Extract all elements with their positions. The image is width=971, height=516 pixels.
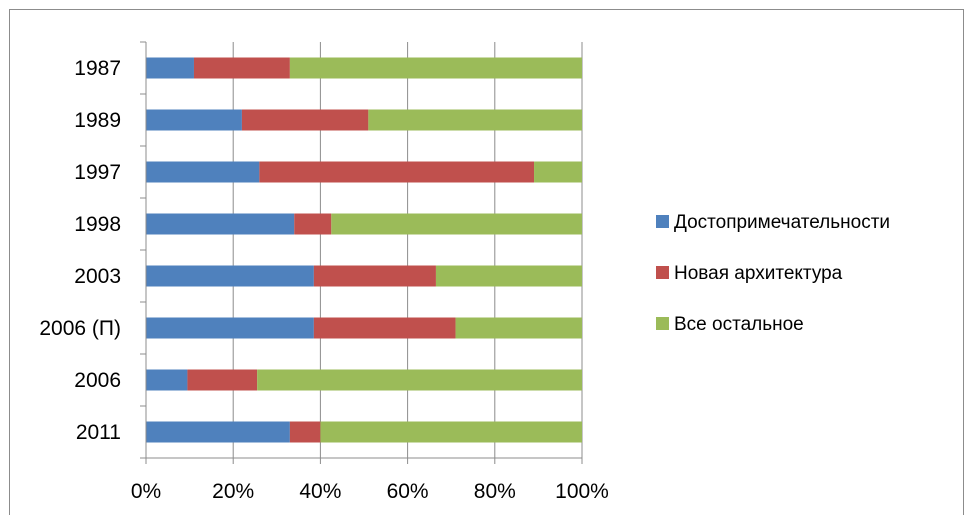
- x-tick-label: 0%: [131, 480, 161, 503]
- chart-frame: [9, 9, 964, 515]
- legend-swatch: [656, 266, 669, 279]
- x-tick-label: 100%: [555, 480, 609, 503]
- bar-segment: [313, 265, 436, 287]
- bar-segment: [146, 161, 260, 183]
- category-label: 1998: [74, 213, 121, 236]
- bar-segment: [187, 369, 258, 391]
- gridlines: [232, 42, 583, 458]
- bar-segment: [331, 213, 582, 235]
- legend-label: Новая архитектура: [674, 263, 843, 284]
- legend: Достопримечательности Новая архитектура Вс…: [656, 212, 890, 335]
- legend-label: Достопримечательности: [674, 212, 890, 233]
- bar-segment: [193, 57, 290, 79]
- category-label: 2006 (П): [39, 317, 121, 340]
- bar-segment: [146, 317, 314, 339]
- category-label: 2011: [76, 421, 121, 444]
- bar-segment: [146, 109, 242, 131]
- bar-segment: [146, 421, 290, 443]
- x-tick-label: 40%: [299, 480, 341, 503]
- bar-segment: [146, 213, 295, 235]
- bar-segment: [455, 317, 582, 339]
- axes: [140, 41, 583, 464]
- bar-segment: [146, 369, 188, 391]
- legend-swatch: [656, 317, 669, 330]
- bar-segment: [241, 109, 369, 131]
- bars: [146, 57, 582, 443]
- bar-segment: [435, 265, 582, 287]
- x-tick-label: 60%: [387, 480, 429, 503]
- bar-segment: [313, 317, 456, 339]
- bar-segment: [259, 161, 535, 183]
- category-labels: 1987 1989 1997 1998 2003 2006 (П) 2006 2011: [39, 57, 121, 444]
- bar-segment: [368, 109, 582, 131]
- category-label: 1987: [74, 57, 121, 80]
- bar-segment: [294, 213, 332, 235]
- bar-segment: [146, 57, 194, 79]
- x-tick-label: 80%: [474, 480, 516, 503]
- x-tick-labels: 0% 20% 40% 60% 80% 100%: [131, 480, 609, 503]
- category-label: 2006: [74, 369, 121, 392]
- category-label: 1997: [74, 161, 121, 184]
- category-label: 1989: [74, 109, 121, 132]
- bar-segment: [146, 265, 314, 287]
- bar-segment: [534, 161, 582, 183]
- bar-segment: [257, 369, 582, 391]
- bar-segment: [289, 57, 582, 79]
- legend-swatch: [656, 215, 669, 228]
- legend-label: Все остальное: [674, 314, 804, 335]
- x-tick-label: 20%: [212, 480, 254, 503]
- category-label: 2003: [74, 265, 121, 288]
- bar-segment: [320, 421, 582, 443]
- bar-segment: [289, 421, 321, 443]
